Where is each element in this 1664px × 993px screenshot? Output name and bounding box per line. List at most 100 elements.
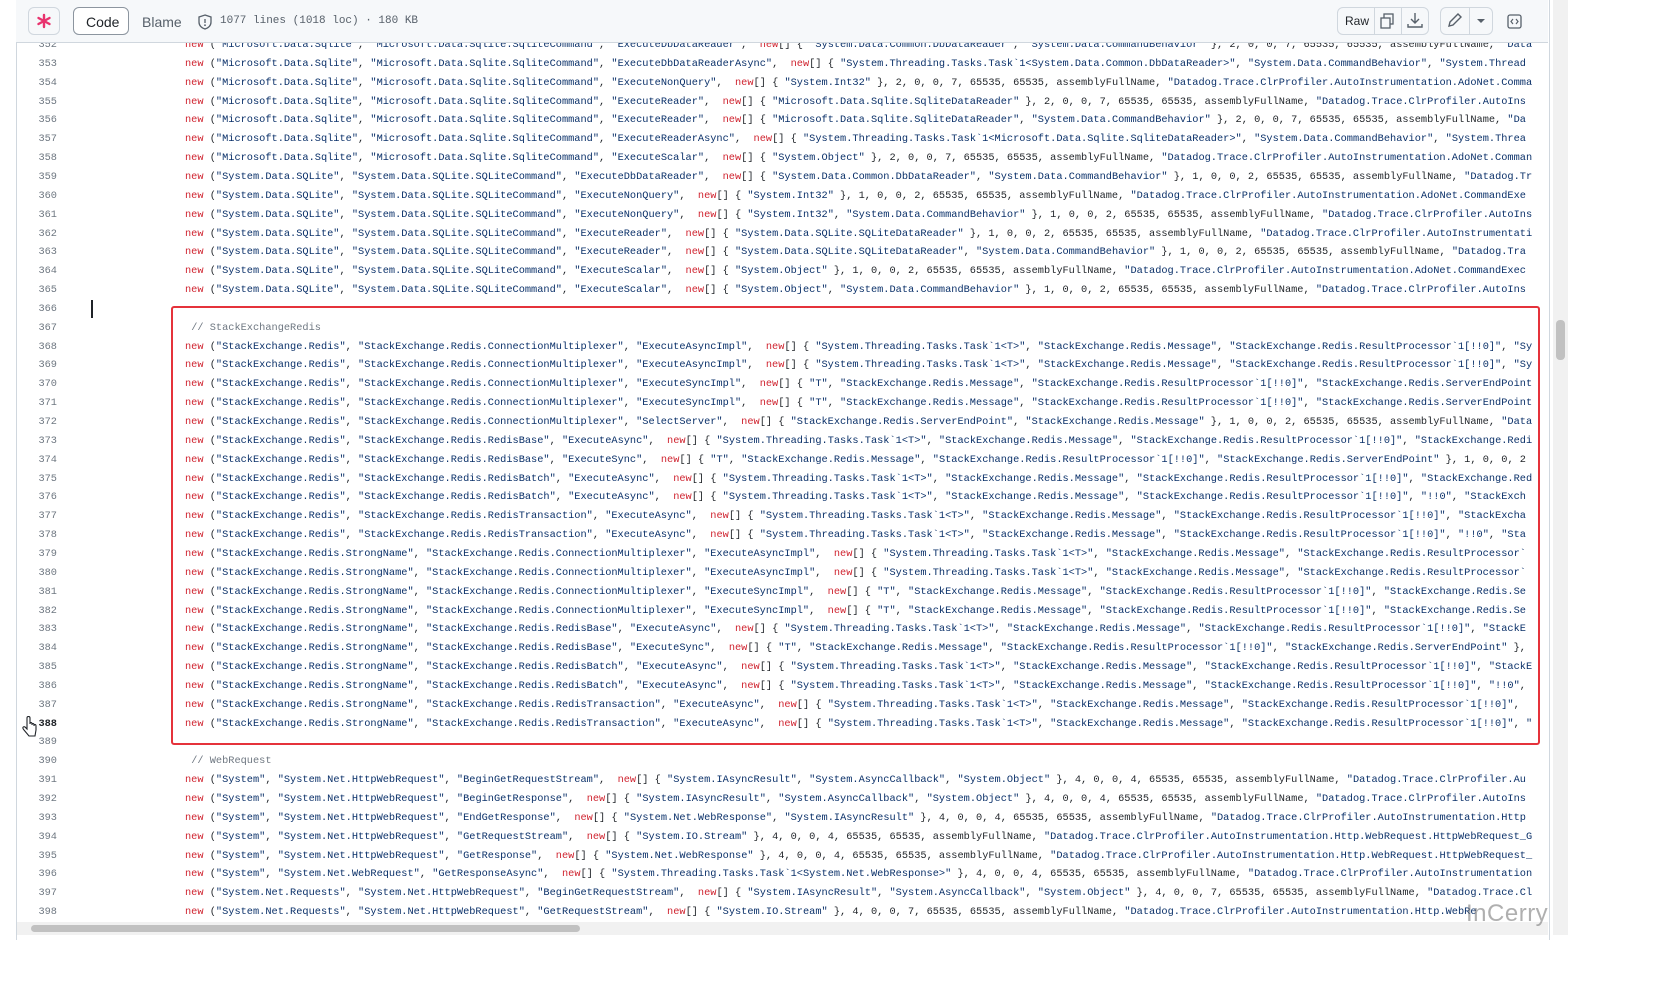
code-token: , bbox=[599, 774, 618, 787]
code-token: , bbox=[691, 585, 705, 598]
code-token: new bbox=[778, 698, 797, 711]
code-token: "System.Net.HttpWebRequest" bbox=[277, 811, 445, 824]
edit-button[interactable] bbox=[1440, 7, 1470, 35]
code-token: , bbox=[339, 208, 352, 221]
code-token: "System.Threading.Tasks.Task`1<T>" bbox=[815, 359, 1026, 372]
line-number: 366 bbox=[38, 302, 57, 315]
code-token: "System.Threading.Tasks.Task`1<T>" bbox=[827, 717, 1038, 730]
code-token: "StackExchange.Redis.ConnectionMultiplex… bbox=[426, 604, 692, 617]
copilot-button[interactable] bbox=[28, 7, 60, 35]
code-token: "StackExchange.Redis.RedisTransaction" bbox=[358, 529, 593, 542]
code-token: [] { bbox=[753, 76, 785, 89]
edit-dropdown[interactable] bbox=[1469, 7, 1493, 35]
code-token: "System.Data.SQLite" bbox=[215, 246, 340, 259]
line-number: 397 bbox=[38, 887, 57, 900]
code-token: "BeginGetRequestStream" bbox=[456, 774, 600, 787]
code-token: new bbox=[753, 133, 773, 146]
code-token: "ExecuteReader" bbox=[611, 114, 705, 127]
code-token: "Datadog.Trace.Cl bbox=[1427, 887, 1533, 900]
code-token: "System.Threading.Tasks.Task`1<T>" bbox=[722, 491, 933, 504]
code-token: , bbox=[265, 793, 278, 805]
code-token: , bbox=[561, 189, 575, 202]
code-token: "StackExchange.Redis.ConnectionMultiplex… bbox=[358, 359, 624, 372]
line-number: 389 bbox=[38, 736, 57, 749]
code-token: , bbox=[1025, 887, 1038, 900]
code-token: new bbox=[185, 397, 204, 410]
line-number: 363 bbox=[38, 246, 57, 259]
code-token: new bbox=[617, 774, 637, 787]
code-token: ( bbox=[203, 868, 216, 881]
code-token: new bbox=[555, 849, 575, 862]
horizontal-scrollbar[interactable] bbox=[17, 922, 1548, 935]
line-text: new ("System.Data.SQLite", "System.Data.… bbox=[185, 281, 1526, 300]
code-token: "StackExchange.Redis" bbox=[215, 397, 346, 410]
download-button[interactable] bbox=[1401, 7, 1429, 35]
code-token: "ExecuteSync" bbox=[629, 642, 711, 655]
code-line: 376 new ("StackExchange.Redis", "StackExc… bbox=[17, 488, 1537, 507]
line-number: 394 bbox=[38, 830, 57, 843]
code-token: , bbox=[667, 246, 686, 259]
code-token: , bbox=[358, 76, 371, 89]
code-token: ( bbox=[203, 359, 216, 372]
code-token: "System.Object" bbox=[735, 265, 828, 278]
code-token: "System" bbox=[215, 811, 266, 824]
code-token: new bbox=[185, 717, 204, 730]
code-token: ( bbox=[203, 906, 216, 919]
line-number: 387 bbox=[38, 698, 57, 711]
copy-button[interactable] bbox=[1374, 7, 1402, 35]
scroll-thumb[interactable] bbox=[31, 925, 580, 932]
code-line: 353 new ("Microsoft.Data.Sqlite", "Micros… bbox=[17, 55, 1537, 74]
code-token: "StackExchange.Redis.StrongName" bbox=[215, 585, 414, 598]
code-token: , bbox=[444, 849, 457, 862]
code-token: , bbox=[1470, 623, 1483, 636]
code-token: , bbox=[1204, 453, 1218, 466]
code-token: [] { bbox=[846, 585, 878, 598]
code-token: "StackExchange.Redis.ConnectionMultiplex… bbox=[426, 547, 692, 560]
expand-icon[interactable] bbox=[1506, 13, 1524, 31]
raw-button[interactable]: Raw bbox=[1337, 7, 1375, 35]
code-token: "StackExchange.Redis.ResultProcessor`1[!… bbox=[1136, 472, 1409, 485]
code-token: , bbox=[765, 793, 779, 805]
code-token: new bbox=[185, 378, 204, 391]
code-token: , bbox=[667, 265, 686, 278]
code-token: , bbox=[1408, 472, 1421, 485]
code-token: "StackExchange.Redis.Message" bbox=[982, 510, 1162, 523]
vertical-scrollbar[interactable] bbox=[1553, 0, 1568, 935]
code-token: "StackExchange.Redis.ResultProcessor`1[!… bbox=[1130, 434, 1403, 447]
code-token: ( bbox=[203, 453, 216, 466]
code-line: 375 new ("StackExchange.Redis", "StackExc… bbox=[17, 470, 1537, 489]
code-token: new bbox=[185, 547, 204, 560]
code-token: new bbox=[185, 152, 204, 165]
code-token: ( bbox=[203, 114, 216, 127]
code-token: ( bbox=[203, 793, 216, 805]
code-token: [] { bbox=[728, 529, 760, 542]
code-token: new bbox=[185, 284, 204, 297]
code-token: ( bbox=[203, 774, 216, 787]
line-text: new ("StackExchange.Redis", "StackExchan… bbox=[185, 375, 1532, 394]
code-token: "System.IAsyncResult" bbox=[747, 887, 878, 900]
code-token: "StackExchange.Redis" bbox=[215, 453, 346, 466]
code-token: , bbox=[691, 604, 705, 617]
code-token: [] { bbox=[753, 623, 785, 636]
code-token: }, 1, 0, 0, 2, 65535, 65535, assemblyFul… bbox=[1167, 170, 1465, 183]
code-token: [] { bbox=[691, 472, 723, 485]
scroll-thumb[interactable] bbox=[1556, 320, 1565, 360]
code-token: "ExecuteAsyncImpl" bbox=[636, 340, 748, 353]
blame-tab[interactable]: Blame bbox=[142, 14, 182, 30]
code-token: "System" bbox=[215, 849, 266, 862]
code-token: , bbox=[444, 811, 457, 824]
code-line: 395 new ("System", "System.Net.HttpWebReq… bbox=[17, 847, 1537, 866]
code-token: new bbox=[734, 76, 754, 89]
code-token: new bbox=[765, 340, 785, 353]
code-token: "ExecuteSyncImpl" bbox=[636, 397, 742, 410]
code-token: "Sy bbox=[1513, 359, 1533, 372]
code-token: "GetResponse" bbox=[456, 849, 538, 862]
code-token: , bbox=[722, 661, 742, 674]
code-tab[interactable]: Code bbox=[73, 7, 129, 35]
code-token: "StackE bbox=[1482, 623, 1526, 636]
code-token: , bbox=[561, 284, 575, 297]
code-token: ( bbox=[203, 227, 216, 240]
code-token: "StackExchange.Redis.ResultProcessor`1[!… bbox=[1099, 585, 1372, 598]
code-token: , bbox=[747, 359, 766, 372]
code-token: "System.Data.Common.DbDataReader" bbox=[772, 170, 976, 183]
